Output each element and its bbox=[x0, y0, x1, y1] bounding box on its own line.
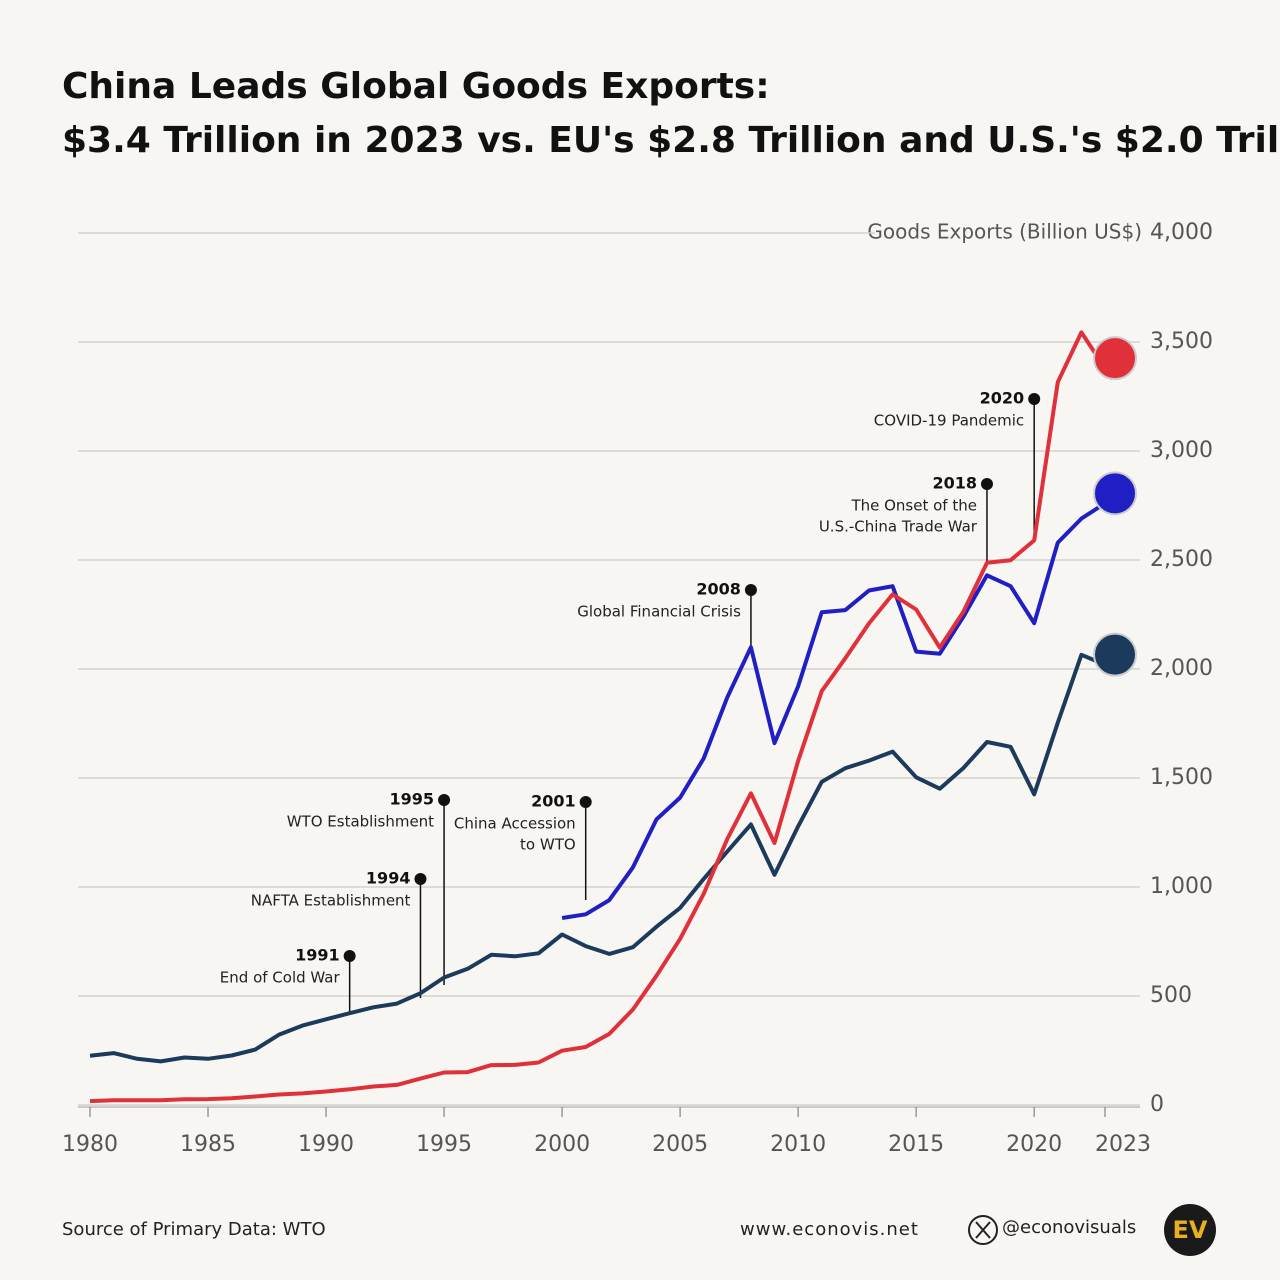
x-tick-label: 1985 bbox=[180, 1132, 236, 1157]
y-tick-label: 2,000 bbox=[1150, 656, 1213, 681]
y-tick-label: 4,000 bbox=[1150, 220, 1213, 245]
annotation-label: COVID-19 Pandemic bbox=[874, 412, 1024, 430]
annotation-dot bbox=[1028, 393, 1041, 405]
annotation-label: Global Financial Crisis bbox=[577, 603, 741, 621]
annotation-year: 1991 bbox=[295, 946, 340, 965]
x-icon bbox=[968, 1215, 998, 1245]
annotation-dot bbox=[414, 873, 427, 885]
annotation-year: 2018 bbox=[932, 474, 977, 493]
annotation-year: 2008 bbox=[696, 580, 741, 599]
annotation-dot bbox=[343, 950, 356, 962]
annotation-dot bbox=[579, 796, 592, 808]
x-tick-label: 2000 bbox=[534, 1132, 590, 1157]
series-line bbox=[89, 652, 1106, 1064]
x-tick-label: 1995 bbox=[416, 1132, 472, 1157]
flag-icon bbox=[1093, 336, 1137, 381]
x-tick-label: 2023 bbox=[1095, 1132, 1151, 1157]
y-tick-label: 0 bbox=[1150, 1092, 1164, 1117]
annotation-label: U.S.-China Trade War bbox=[819, 518, 978, 536]
annotation-dot bbox=[744, 584, 757, 596]
annotation-label: WTO Establishment bbox=[287, 813, 434, 831]
flag-icon bbox=[1093, 471, 1137, 516]
x-icon-glyph bbox=[975, 1221, 991, 1239]
x-tick-label: 1980 bbox=[62, 1132, 118, 1157]
annotation-label: The Onset of the bbox=[850, 497, 977, 515]
x-tick-label: 2010 bbox=[770, 1132, 826, 1157]
y-axis-label: Goods Exports (Billion US$) bbox=[867, 220, 1142, 244]
website: www.econovis.net bbox=[740, 1219, 919, 1240]
annotation-year: 2020 bbox=[980, 389, 1025, 408]
x-tick-label: 2020 bbox=[1006, 1132, 1062, 1157]
annotation-label: to WTO bbox=[520, 836, 576, 854]
series-line bbox=[561, 501, 1107, 920]
logo: EV bbox=[1173, 1216, 1208, 1244]
annotation-label: NAFTA Establishment bbox=[251, 892, 411, 910]
y-tick-label: 1,500 bbox=[1150, 765, 1213, 790]
x-tick-label: 2005 bbox=[652, 1132, 708, 1157]
flag-icon bbox=[1093, 632, 1137, 677]
annotation-year: 1995 bbox=[390, 790, 435, 809]
y-tick-label: 1,000 bbox=[1150, 874, 1213, 899]
chart-title: China Leads Global Goods Exports: bbox=[62, 66, 770, 107]
annotation-year: 1994 bbox=[366, 869, 411, 888]
logo-circle bbox=[1164, 1204, 1216, 1256]
annotation-year: 2001 bbox=[531, 792, 576, 811]
x-tick-label: 1990 bbox=[298, 1132, 354, 1157]
y-tick-label: 3,000 bbox=[1150, 438, 1213, 463]
source: Source of Primary Data: WTO bbox=[62, 1219, 326, 1240]
x-tick-label: 2015 bbox=[888, 1132, 944, 1157]
annotation-dot bbox=[980, 478, 993, 490]
y-tick-label: 500 bbox=[1150, 983, 1192, 1008]
annotation-label: China Accession bbox=[454, 815, 576, 833]
y-tick-label: 3,500 bbox=[1150, 329, 1213, 354]
handle: @econovisuals bbox=[1002, 1217, 1136, 1238]
annotation-label: End of Cold War bbox=[220, 969, 341, 987]
series-line bbox=[89, 330, 1107, 1104]
y-tick-label: 2,500 bbox=[1150, 547, 1213, 572]
chart-subtitle: $3.4 Trillion in 2023 vs. EU's $2.8 Tril… bbox=[62, 120, 1280, 161]
annotation-dot bbox=[438, 794, 451, 806]
